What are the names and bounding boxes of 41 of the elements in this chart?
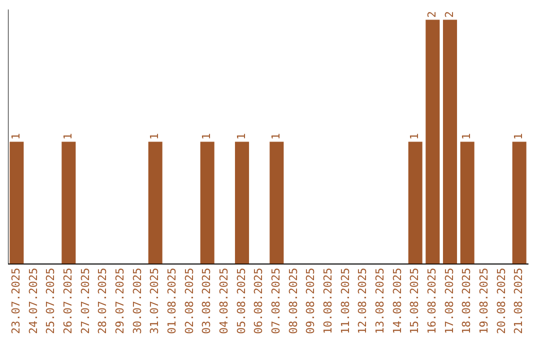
x-tick-label: 12.08.2025 [356, 268, 370, 334]
data-label: 1 [200, 133, 214, 140]
x-tick-label: 04.08.2025 [218, 268, 231, 334]
x-tick-label: 16.08.2025 [426, 268, 439, 334]
x-tick-label: 03.08.2025 [200, 268, 214, 334]
data-label: 1 [408, 133, 422, 140]
x-tick-label: 07.08.2025 [270, 268, 283, 334]
x-tick-label: 06.08.2025 [252, 268, 266, 334]
x-tick-label: 31.07.2025 [148, 268, 162, 334]
x-tick-label: 08.08.2025 [286, 268, 300, 334]
x-tick-label: 09.08.2025 [304, 268, 318, 334]
data-label: 2 [442, 11, 456, 18]
x-tick-label: 19.08.2025 [478, 268, 491, 334]
data-label: 1 [512, 133, 526, 140]
x-tick-label: 23.07.2025 [10, 268, 23, 334]
x-tick-label: 25.07.2025 [44, 268, 58, 334]
data-label: 1 [234, 133, 248, 140]
x-tick-label: 10.08.2025 [322, 268, 335, 334]
x-tick-label: 14.08.2025 [390, 268, 404, 334]
x-tick-label: 24.07.2025 [26, 268, 40, 334]
data-label: 1 [10, 133, 23, 140]
data-label: 1 [460, 133, 474, 140]
x-tick-label: 13.08.2025 [374, 268, 387, 334]
x-tick-label: 17.08.2025 [442, 268, 456, 334]
x-tick-label: 18.08.2025 [460, 268, 474, 334]
data-label: 2 [426, 11, 439, 18]
x-tick-label: 26.07.2025 [62, 268, 75, 334]
x-tick-label: 30.07.2025 [130, 268, 144, 334]
x-tick-label: 20.08.2025 [494, 268, 508, 334]
x-tick-label: 29.07.2025 [114, 268, 127, 334]
x-tick-label: 28.07.2025 [96, 268, 110, 334]
x-tick-label: 02.08.2025 [182, 268, 196, 334]
x-tick-label: 21.08.2025 [512, 268, 526, 334]
data-label: 1 [270, 133, 283, 140]
x-tick-label: 15.08.2025 [408, 268, 422, 334]
x-tick-label: 05.08.2025 [234, 268, 248, 334]
data-label: 1 [148, 133, 162, 140]
x-tick-label: 27.07.2025 [78, 268, 92, 334]
data-label: 1 [62, 133, 75, 140]
x-tick-label: 11.08.2025 [338, 268, 352, 334]
x-tick-label: 01.08.2025 [166, 268, 179, 334]
